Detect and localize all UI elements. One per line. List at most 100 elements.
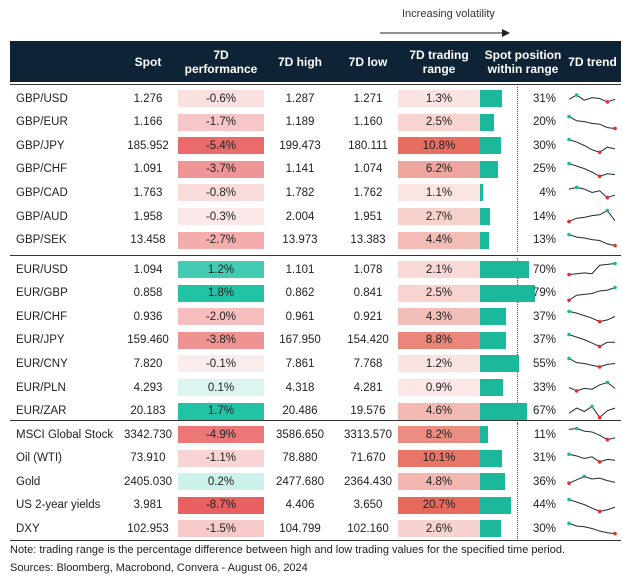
trend-sparkline: [567, 474, 616, 486]
perf-value-heat: [178, 449, 264, 467]
high-value: 0.862: [285, 287, 315, 300]
spot-value: 1.094: [133, 263, 163, 276]
trend-line: [568, 476, 616, 484]
group-separator: [10, 84, 621, 85]
trend-low-dot: [574, 389, 579, 393]
trend-sparkline: [568, 426, 616, 442]
range-value-heat: [398, 261, 480, 278]
position-value: 11%: [533, 428, 556, 441]
table-row: EUR/USD 1.094 1.2% 1.101 1.078 2.1% 70%: [10, 258, 621, 281]
low-value: 1.762: [353, 186, 383, 199]
trend-high-dot: [605, 380, 610, 385]
table-header: Spot 7D performance 7D high 7D low 7D tradin…: [10, 41, 621, 82]
range-header: 7D trading range: [409, 47, 469, 76]
trend-low-dot: [597, 344, 602, 349]
trend-high-dot: [574, 185, 579, 190]
trend-high-dot: [567, 521, 571, 526]
high-value: 13.973: [282, 234, 318, 247]
group-separator: [10, 420, 621, 421]
position-value: 44%: [532, 499, 556, 512]
trend-high-dot: [567, 332, 571, 337]
perf-value: -0.3%: [205, 210, 237, 223]
perf-value-heat: [178, 473, 264, 491]
high-value: 1.141: [285, 163, 315, 176]
position-bar: [480, 331, 506, 349]
trend-sparkline: [567, 208, 616, 224]
range-value: 2.5%: [425, 116, 453, 129]
trend-low-dot: [567, 272, 571, 277]
table-row: GBP/AUD 1.958 -0.3% 2.004 1.951 2.7% 14%: [10, 205, 621, 228]
perf-value-heat: [178, 261, 264, 278]
high-value: 1.287: [285, 92, 315, 105]
spot-value: 1.091: [133, 163, 163, 176]
low-value: 154.420: [347, 334, 389, 347]
position-bar: [480, 284, 536, 302]
trend-line: [568, 333, 615, 347]
perf-value: -1.1%: [205, 452, 237, 465]
trend-high-dot: [567, 497, 571, 502]
range-value: 4.3%: [425, 310, 453, 323]
perf-value: -0.8%: [205, 186, 237, 199]
trend-low-dot: [605, 437, 610, 442]
high-value: 104.799: [279, 522, 321, 535]
low-value: 1.078: [353, 263, 383, 276]
low-header: 7D low: [348, 54, 388, 69]
range-value-heat: [398, 331, 480, 349]
position-bar: [480, 308, 506, 326]
trend-high-dot: [567, 309, 571, 314]
perf-header: 7D performance: [184, 47, 258, 76]
trend-sparkline: [567, 285, 617, 302]
perf-value: 0.1%: [207, 381, 235, 394]
trend-line: [568, 286, 616, 301]
perf-value-heat: [178, 90, 264, 107]
trend-sparkline: [568, 380, 616, 393]
trend-line: [568, 209, 616, 223]
low-value: 1.271: [353, 92, 383, 105]
position-value: 37%: [532, 334, 556, 347]
position-bar: [480, 402, 527, 420]
position-divider: [517, 258, 518, 424]
asset-name: GBP/JPY: [16, 139, 65, 152]
volatility-arrow-icon: [380, 29, 510, 37]
position-value: 31%: [532, 452, 556, 465]
perf-value-heat: [178, 402, 264, 420]
table-row: US 2-year yields 3.981 -8.7% 4.406 3.650 20.7…: [10, 494, 621, 517]
trend-line: [568, 453, 616, 463]
trend-high-dot: [605, 208, 610, 213]
trend-line: [568, 115, 616, 129]
asset-name: MSCI Global Stock: [16, 428, 114, 441]
spot-value: 1.276: [133, 92, 163, 105]
trend-high-dot: [574, 93, 579, 97]
trend-sparkline: [567, 261, 617, 277]
high-value: 2477.680: [276, 475, 324, 488]
position-bar: [480, 113, 494, 131]
spot-value: 102.953: [127, 522, 169, 535]
range-value: 1.3%: [425, 92, 453, 105]
table-row: EUR/ZAR 20.183 1.7% 20.486 19.576 4.6% 67%: [10, 400, 621, 423]
trend-high-dot: [567, 161, 571, 166]
position-bar: [480, 520, 501, 538]
perf-value: 1.2%: [207, 263, 235, 276]
low-value: 19.576: [350, 405, 386, 418]
perf-value: 1.7%: [207, 405, 235, 418]
range-value-heat: [398, 208, 480, 225]
position-bar: [480, 208, 490, 225]
range-value: 4.8%: [425, 475, 453, 488]
asset-name: GBP/USD: [16, 92, 68, 105]
high-value: 1.189: [285, 116, 315, 129]
spot-value: 1.958: [133, 210, 163, 223]
asset-name: EUR/CNY: [16, 357, 68, 370]
range-value: 10.8%: [422, 139, 456, 152]
range-value: 1.1%: [425, 186, 453, 199]
perf-value: 1.8%: [207, 287, 235, 300]
low-value: 4.281: [353, 381, 383, 394]
trend-low-dot: [597, 365, 602, 370]
table-row: GBP/JPY 185.952 -5.4% 199.473 180.111 10.8% 30…: [10, 134, 621, 157]
low-value: 1.951: [353, 210, 383, 223]
spot-value: 2405.030: [124, 475, 172, 488]
group-separator: [10, 255, 621, 256]
position-bar: [480, 90, 502, 107]
position-bar: [480, 496, 511, 514]
range-value-heat: [398, 379, 480, 396]
trend-sparkline: [567, 137, 616, 155]
